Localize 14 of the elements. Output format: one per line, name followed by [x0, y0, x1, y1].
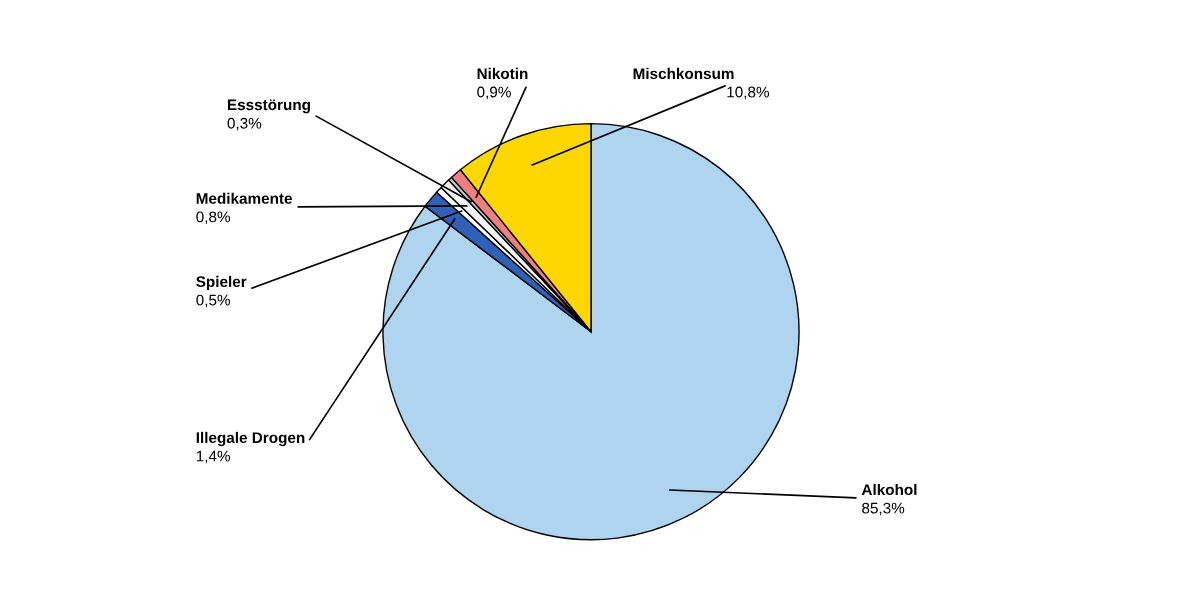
slice-label: Mischkonsum: [633, 67, 734, 80]
slice-label: Alkohol: [861, 483, 917, 496]
data-label: 85,3%: [862, 502, 905, 516]
slice-label: Medikamente: [196, 192, 292, 204]
data-label: 0,3%: [227, 117, 262, 131]
data-label: 10,8%: [727, 86, 769, 100]
slice-label: Nikotin: [477, 67, 528, 80]
data-label: 1,4%: [196, 450, 231, 464]
slice-label: Spieler: [196, 275, 247, 291]
data-label: 0,5%: [196, 294, 231, 308]
slice-label: Illegale Drogen: [196, 431, 305, 447]
data-label: 0,8%: [196, 211, 231, 225]
slice-label: Essstörung: [227, 99, 310, 114]
data-label: 0,9%: [477, 86, 511, 100]
